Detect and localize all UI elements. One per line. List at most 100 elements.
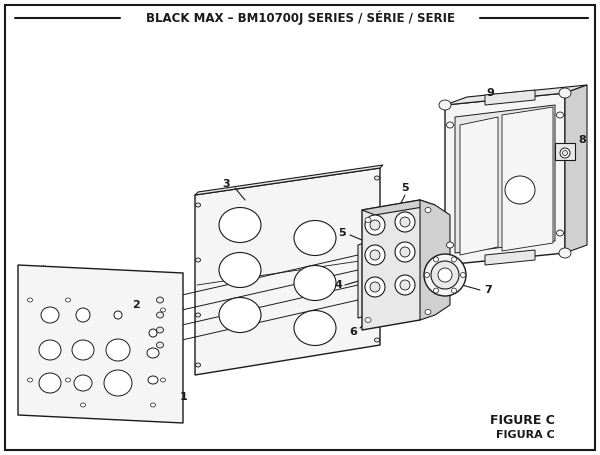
Polygon shape [485, 250, 535, 265]
Ellipse shape [395, 242, 415, 262]
Text: 8: 8 [578, 135, 586, 145]
Ellipse shape [452, 288, 457, 293]
Ellipse shape [425, 309, 431, 314]
Polygon shape [362, 200, 435, 330]
Ellipse shape [39, 340, 61, 360]
Ellipse shape [461, 273, 466, 278]
Ellipse shape [560, 148, 570, 158]
Text: 2: 2 [132, 300, 140, 310]
Ellipse shape [365, 217, 371, 222]
Ellipse shape [374, 288, 380, 292]
Ellipse shape [400, 247, 410, 257]
Ellipse shape [431, 261, 459, 289]
Polygon shape [445, 93, 565, 265]
Ellipse shape [294, 266, 336, 300]
Text: 5: 5 [338, 228, 346, 238]
Ellipse shape [400, 217, 410, 227]
Polygon shape [358, 235, 390, 318]
Ellipse shape [114, 311, 122, 319]
Ellipse shape [157, 312, 163, 318]
Ellipse shape [28, 298, 32, 302]
Text: 6: 6 [349, 327, 357, 337]
Polygon shape [195, 168, 380, 375]
Ellipse shape [439, 100, 451, 110]
Polygon shape [420, 200, 450, 320]
Polygon shape [485, 90, 535, 105]
Ellipse shape [370, 282, 380, 292]
Ellipse shape [439, 260, 451, 270]
Ellipse shape [400, 280, 410, 290]
Ellipse shape [161, 308, 166, 312]
Ellipse shape [72, 340, 94, 360]
Polygon shape [455, 105, 555, 253]
Ellipse shape [370, 250, 380, 260]
Ellipse shape [365, 245, 385, 265]
Text: FIGURA C: FIGURA C [496, 430, 555, 440]
Ellipse shape [446, 122, 454, 128]
Ellipse shape [74, 375, 92, 391]
Ellipse shape [147, 348, 159, 358]
Ellipse shape [106, 339, 130, 361]
Text: 7: 7 [484, 285, 492, 295]
Ellipse shape [219, 207, 261, 243]
Ellipse shape [104, 370, 132, 396]
Ellipse shape [294, 221, 336, 256]
Ellipse shape [39, 373, 61, 393]
Ellipse shape [157, 342, 163, 348]
Ellipse shape [196, 258, 200, 262]
Ellipse shape [425, 273, 430, 278]
Ellipse shape [559, 248, 571, 258]
Text: 9: 9 [486, 88, 494, 98]
Ellipse shape [161, 378, 166, 382]
Polygon shape [555, 143, 575, 160]
Ellipse shape [65, 378, 71, 382]
Ellipse shape [148, 376, 158, 384]
Text: 1: 1 [180, 392, 188, 402]
Ellipse shape [395, 212, 415, 232]
Polygon shape [195, 165, 383, 195]
Ellipse shape [219, 253, 261, 288]
Ellipse shape [157, 297, 163, 303]
Ellipse shape [563, 151, 568, 156]
Ellipse shape [370, 220, 380, 230]
Text: 4: 4 [334, 280, 342, 290]
FancyBboxPatch shape [5, 5, 595, 450]
Polygon shape [460, 117, 498, 255]
Ellipse shape [76, 308, 90, 322]
Polygon shape [565, 85, 587, 253]
Ellipse shape [65, 298, 71, 302]
Text: BLACK MAX – BM10700J SERIES / SÉRIE / SERIE: BLACK MAX – BM10700J SERIES / SÉRIE / SE… [146, 11, 455, 25]
Ellipse shape [559, 88, 571, 98]
Ellipse shape [365, 277, 385, 297]
Ellipse shape [557, 230, 563, 236]
Ellipse shape [505, 176, 535, 204]
Ellipse shape [196, 203, 200, 207]
Ellipse shape [374, 233, 380, 237]
Ellipse shape [374, 338, 380, 342]
Ellipse shape [196, 313, 200, 317]
Ellipse shape [452, 257, 457, 262]
Ellipse shape [151, 403, 155, 407]
Text: FIGURE C: FIGURE C [490, 414, 555, 426]
Ellipse shape [219, 298, 261, 333]
Polygon shape [362, 200, 435, 215]
Ellipse shape [433, 257, 439, 262]
Polygon shape [502, 107, 553, 251]
Ellipse shape [41, 307, 59, 323]
Text: 3: 3 [223, 179, 230, 189]
Polygon shape [18, 265, 183, 423]
Polygon shape [445, 85, 587, 105]
Ellipse shape [446, 242, 454, 248]
Ellipse shape [365, 318, 371, 323]
Ellipse shape [395, 275, 415, 295]
Ellipse shape [196, 363, 200, 367]
Ellipse shape [149, 329, 157, 337]
Ellipse shape [157, 327, 163, 333]
Ellipse shape [557, 112, 563, 118]
Ellipse shape [80, 403, 86, 407]
Ellipse shape [294, 310, 336, 345]
Ellipse shape [365, 215, 385, 235]
Ellipse shape [433, 288, 439, 293]
Ellipse shape [374, 176, 380, 180]
Ellipse shape [438, 268, 452, 282]
